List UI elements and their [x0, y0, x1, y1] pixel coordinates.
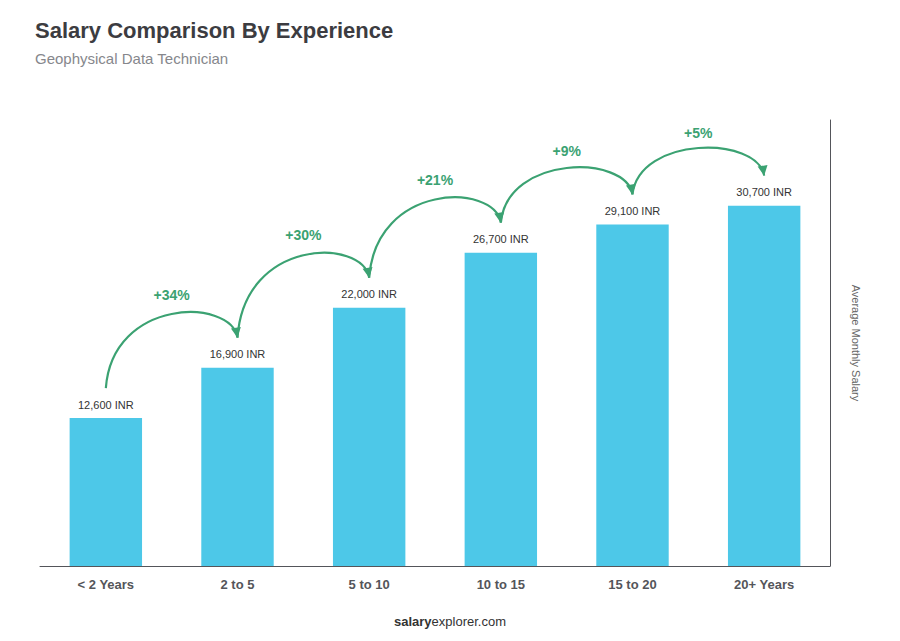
svg-text:+21%: +21%	[417, 172, 454, 188]
svg-text:Geophysical Data Technician: Geophysical Data Technician	[35, 50, 228, 67]
svg-text:+34%: +34%	[154, 287, 191, 303]
svg-text:20+ Years: 20+ Years	[734, 577, 794, 592]
svg-text:29,100 INR: 29,100 INR	[605, 205, 661, 217]
svg-text:5 to 10: 5 to 10	[349, 577, 390, 592]
svg-text:16,900 INR: 16,900 INR	[210, 348, 266, 360]
svg-text:< 2 Years: < 2 Years	[78, 577, 135, 592]
svg-text:Salary Comparison By Experienc: Salary Comparison By Experience	[35, 18, 393, 43]
svg-text:22,000 INR: 22,000 INR	[341, 288, 397, 300]
svg-text:30,700 INR: 30,700 INR	[736, 186, 792, 198]
svg-text:10 to 15: 10 to 15	[477, 577, 525, 592]
svg-text:explorer.com: explorer.com	[432, 614, 506, 629]
svg-text:2 to 5: 2 to 5	[221, 577, 255, 592]
svg-text:+30%: +30%	[285, 227, 322, 243]
svg-text:+9%: +9%	[552, 143, 581, 159]
svg-text:26,700 INR: 26,700 INR	[473, 233, 529, 245]
svg-text:12,600 INR: 12,600 INR	[78, 399, 134, 411]
svg-text:+5%: +5%	[684, 125, 713, 141]
svg-text:15 to 20: 15 to 20	[608, 577, 656, 592]
svg-text:Average Monthly Salary: Average Monthly Salary	[850, 285, 862, 402]
svg-text:salary: salary	[394, 614, 432, 629]
